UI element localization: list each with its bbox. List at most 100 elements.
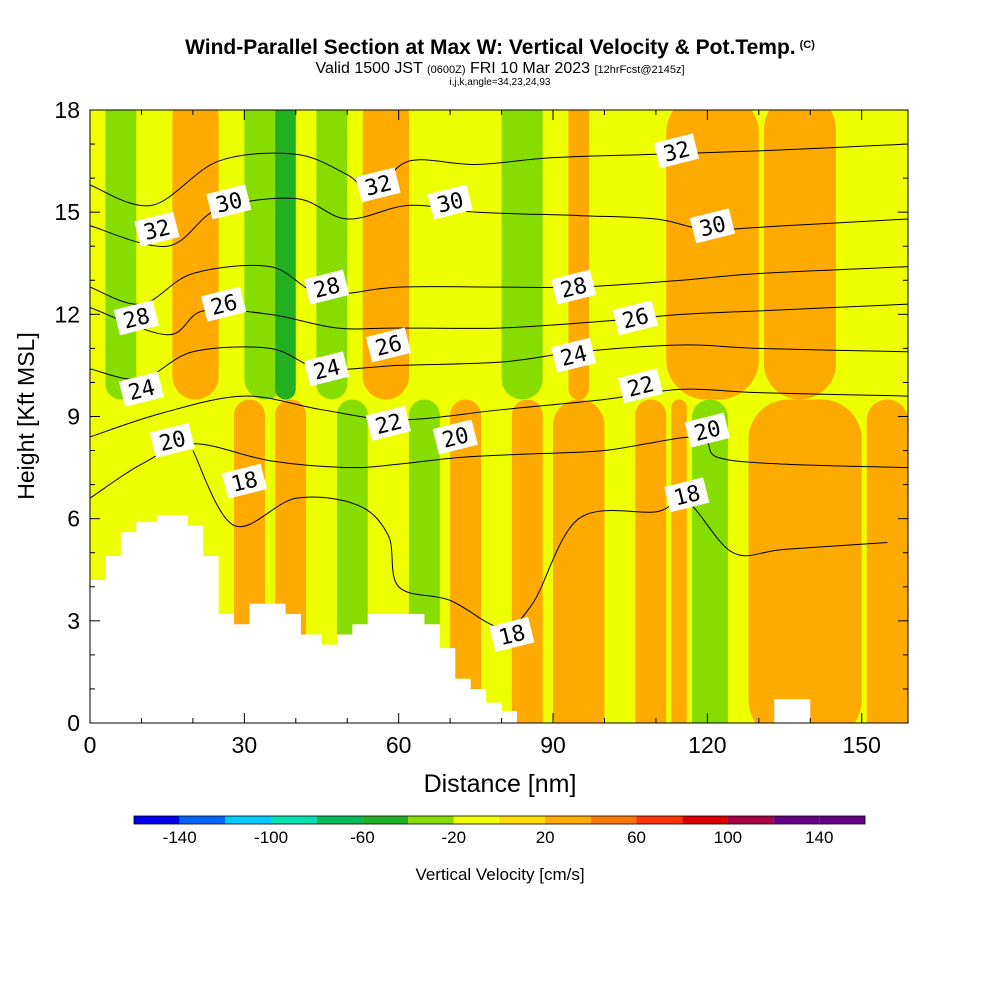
theta-label-box	[365, 405, 411, 441]
x-axis-label: Distance [nm]	[424, 770, 577, 798]
colorbar-tick-label: 60	[627, 828, 646, 847]
theta-label-box	[201, 286, 247, 322]
theta-label: 24	[118, 371, 164, 407]
vv-band-lower	[635, 399, 667, 723]
theta-label-text: 24	[558, 341, 590, 372]
vv-band-upper	[244, 110, 286, 400]
vv-band-lower	[748, 399, 862, 723]
vv-band-upper	[763, 110, 836, 400]
colorbar-swatch	[727, 816, 774, 824]
theta-contour-26	[90, 303, 908, 336]
colorbar-swatch	[271, 816, 317, 824]
theta-label-text: 18	[496, 621, 528, 652]
theta-label: 18	[221, 463, 267, 499]
colorbar-swatch	[316, 816, 363, 824]
theta-label-text: 26	[620, 304, 652, 335]
theta-label: 22	[617, 368, 664, 404]
vv-band-upper	[568, 110, 590, 400]
terrain-left	[90, 515, 518, 723]
colorbar-swatch	[453, 816, 500, 824]
theta-label: 28	[113, 300, 159, 336]
theta-label-text: 22	[373, 409, 405, 440]
theta-label-box	[427, 184, 473, 220]
theta-label-box	[206, 184, 252, 220]
theta-label: 20	[432, 419, 478, 455]
vv-band-upper	[105, 110, 137, 400]
terrain-right	[774, 699, 811, 723]
chart-title: Wind-Parallel Section at Max W: Vertical…	[185, 36, 815, 59]
theta-label: 26	[612, 300, 658, 336]
theta-label-box	[551, 269, 597, 305]
theta-label-box	[684, 412, 730, 448]
colorbar-tick-label: 100	[714, 828, 742, 847]
theta-label: 32	[134, 211, 180, 247]
colorbar-swatch	[499, 816, 546, 824]
theta-label-text: 24	[311, 355, 343, 386]
theta-label-text: 18	[229, 467, 261, 498]
vv-band-lower	[671, 399, 687, 723]
theta-label: 30	[427, 184, 473, 220]
theta-contour-22	[90, 388, 908, 438]
colorbar-swatch	[134, 816, 180, 824]
y-axis-label: Height [Kft MSL]	[13, 332, 39, 499]
colorbar: -140 -100 -60 -20 20 60 100 140	[133, 815, 866, 847]
theta-label-text: 20	[440, 423, 472, 454]
axes: 0 30 60 90 120 150 0 3 6 9 12 15 18	[54, 97, 908, 758]
theta-label-text: 32	[661, 137, 693, 168]
colorbar-swatch	[225, 816, 272, 824]
theta-label-box	[304, 269, 350, 305]
theta-label-box	[489, 617, 535, 652]
colorbar-swatch	[362, 816, 409, 824]
colorbar-swatch	[408, 816, 454, 824]
theta-label-text: 28	[558, 273, 590, 304]
y-tick-label: 18	[54, 97, 80, 123]
theta-label: 30	[689, 208, 736, 244]
vv-band-upper	[666, 110, 759, 400]
chart-subtitle: Valid 1500 JST (0600Z) FRI 10 Mar 2023 […	[315, 60, 685, 77]
theta-label-text: 18	[671, 481, 703, 512]
theta-label-box	[355, 167, 401, 203]
theta-label-text: 26	[373, 331, 405, 362]
theta-label: 20	[149, 422, 195, 458]
theta-label: 32	[653, 133, 700, 169]
theta-label-box	[617, 368, 664, 404]
colorbar-tick-label: -20	[442, 828, 467, 847]
colorbar-swatch	[179, 816, 226, 824]
colorbar-tick-label: -140	[163, 828, 197, 847]
theta-label-box	[134, 211, 180, 247]
terrain	[90, 515, 811, 723]
theta-label: 18	[664, 477, 710, 513]
x-tick-label: 30	[232, 732, 258, 758]
theta-label-box	[365, 327, 411, 363]
y-tick-label: 0	[67, 710, 80, 736]
x-tick-label: 60	[386, 732, 412, 758]
x-tick-label: 90	[540, 732, 566, 758]
theta-label-text: 20	[692, 416, 724, 447]
x-tick-label: 120	[688, 732, 726, 758]
x-tick-label: 0	[84, 732, 97, 758]
theta-label: 32	[355, 167, 401, 203]
y-tick-label: 9	[67, 404, 80, 430]
vv-band-upper	[501, 110, 543, 400]
colorbar-frame	[133, 815, 866, 825]
colorbar-tick-label: 20	[536, 828, 555, 847]
theta-label: 24	[551, 337, 597, 373]
theta-label-box	[221, 463, 267, 499]
theta-label: 28	[304, 269, 350, 305]
theta-label-text: 28	[311, 273, 343, 304]
theta-label: 30	[206, 184, 252, 220]
theta-label-text: 32	[141, 215, 173, 246]
theta-label-box	[118, 371, 164, 407]
theta-contour-32	[90, 143, 908, 207]
colorbar-label: Vertical Velocity [cm/s]	[415, 865, 584, 884]
theta-contour-20	[90, 436, 908, 499]
colorbar-swatch	[590, 816, 637, 824]
theta-label-text: 30	[213, 188, 245, 219]
theta-label-text: 32	[363, 171, 395, 202]
theta-label-text: 28	[121, 304, 153, 335]
theta-label-box	[304, 351, 350, 387]
y-tick-label: 3	[67, 608, 80, 634]
theta-contour-labels: 32 30 32 30 32 30 28 26 28 28 26 26 24 24 24 22 22 20 20 20…	[113, 133, 736, 652]
theta-label: 24	[304, 351, 350, 387]
